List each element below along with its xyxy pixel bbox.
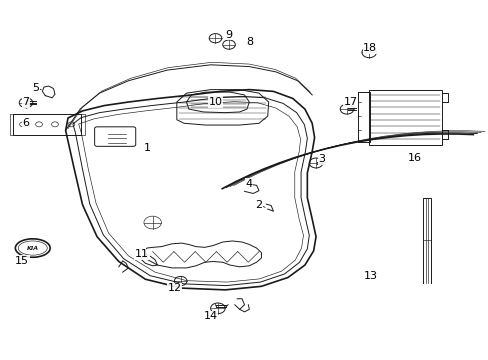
Text: 3: 3 xyxy=(318,154,325,165)
Text: 13: 13 xyxy=(364,271,377,281)
Text: 16: 16 xyxy=(407,153,421,163)
Text: 7: 7 xyxy=(22,97,29,107)
Text: 18: 18 xyxy=(363,43,376,53)
Text: 6: 6 xyxy=(22,118,29,128)
Text: 15: 15 xyxy=(15,256,29,266)
Text: 14: 14 xyxy=(203,311,217,321)
Text: 17: 17 xyxy=(343,97,357,107)
Text: 2: 2 xyxy=(255,200,262,210)
Bar xyxy=(13,114,81,135)
Text: 10: 10 xyxy=(208,97,222,107)
Text: 12: 12 xyxy=(167,283,181,293)
Text: KIA: KIA xyxy=(27,246,39,251)
Bar xyxy=(368,90,441,145)
Text: 5: 5 xyxy=(32,83,39,93)
Text: 9: 9 xyxy=(225,30,232,40)
Text: 11: 11 xyxy=(135,249,149,260)
Text: 4: 4 xyxy=(245,179,252,189)
Text: 1: 1 xyxy=(143,143,150,153)
Text: 8: 8 xyxy=(245,37,252,47)
